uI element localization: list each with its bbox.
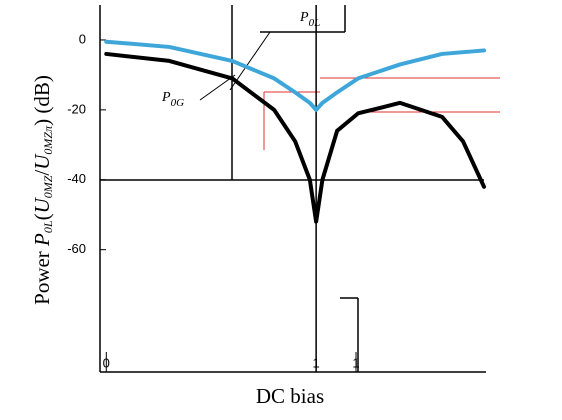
y-axis-label-part: ) (dB) — [30, 75, 54, 126]
annotation: P0G — [161, 90, 184, 108]
annotation: P0L — [299, 10, 320, 28]
y-tick-label: -40 — [67, 171, 86, 186]
annotation-text: P — [299, 10, 309, 25]
y-tick-label: -60 — [67, 241, 86, 256]
frame — [99, 5, 486, 373]
y-axis-label-part: Power — [30, 246, 54, 305]
y-axis-label-part: / — [30, 170, 54, 176]
y-axis-label-part: P — [30, 233, 54, 247]
series-line — [104, 39, 486, 112]
annotation-sub: 0L — [309, 17, 321, 29]
annotation-lines — [263, 77, 500, 260]
y-axis-label-part: ( — [30, 213, 54, 220]
annotation-sub: 0G — [171, 97, 185, 109]
y-axis-label-part: 0L — [41, 220, 55, 233]
y-axis-label-part: 0MZ — [41, 175, 55, 198]
y-axis-label-part: U — [30, 153, 54, 170]
y-tick-label: -20 — [67, 101, 86, 116]
y-axis-label-part: U — [30, 196, 54, 213]
y-axis-label: Power P0L(U0MZ/U0MZπ) (dB) — [30, 75, 55, 305]
x-axis-label: DC bias — [256, 384, 324, 408]
y-axis-label-part: 0MZπ — [41, 125, 55, 155]
annotation-text: P — [161, 90, 171, 105]
series-line — [104, 51, 486, 224]
y-tick-label: 0 — [79, 31, 86, 46]
